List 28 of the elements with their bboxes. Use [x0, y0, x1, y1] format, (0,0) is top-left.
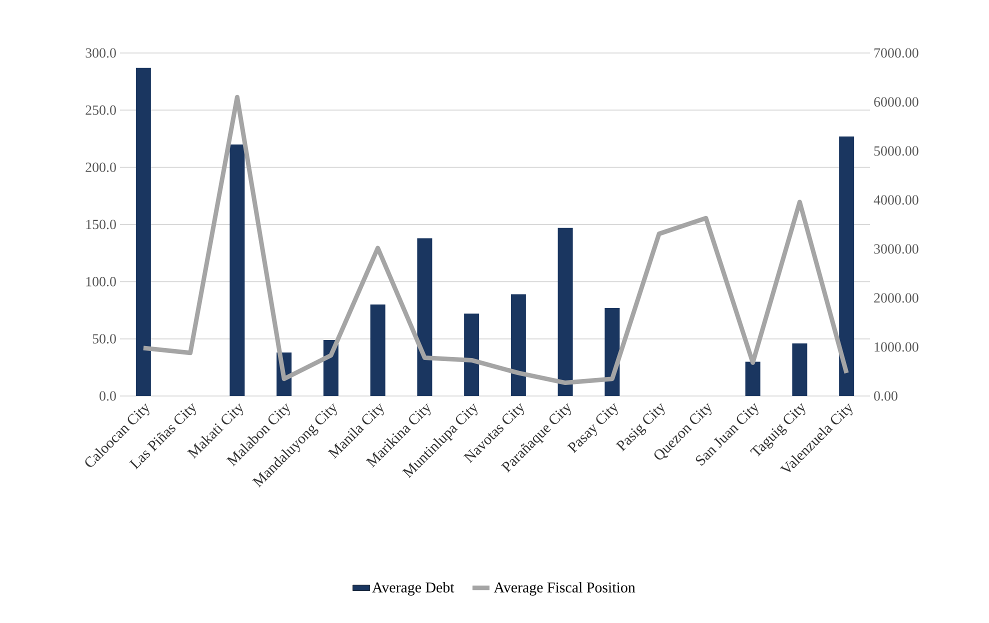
y2-tick-label: 6000.00	[874, 97, 918, 107]
y2-tick-label: 0.00	[874, 391, 898, 401]
bar	[464, 314, 480, 396]
y-tick-label: 250.0	[86, 105, 116, 115]
y-tick-label: 150.0	[86, 220, 116, 230]
y2-tick-label: 4000.00	[874, 195, 918, 205]
y-tick-label: 300.0	[86, 48, 116, 58]
bar	[230, 144, 245, 396]
y-tick-label: 50.0	[92, 334, 116, 344]
legend-label: Average Debt	[372, 582, 454, 596]
y-tick-label: 0.0	[100, 391, 116, 401]
y-tick-label: 200.0	[86, 162, 116, 172]
line-series	[141, 94, 849, 386]
y2-tick-label: 5000.00	[874, 146, 918, 156]
y2-tick-label: 3000.00	[874, 244, 918, 254]
bar	[136, 68, 151, 396]
bar	[745, 362, 760, 396]
bar	[839, 136, 854, 396]
bar	[370, 304, 386, 396]
bar	[792, 343, 808, 396]
y2-tick-label: 1000.00	[874, 342, 918, 352]
y2-tick-label: 7000.00	[874, 48, 918, 58]
y2-tick-label: 2000.00	[874, 293, 918, 303]
bar	[510, 294, 526, 396]
bar	[417, 238, 432, 396]
legend-label: Average Fiscal Position	[494, 582, 636, 596]
y-tick-label: 100.0	[86, 276, 116, 286]
bar	[558, 228, 573, 396]
